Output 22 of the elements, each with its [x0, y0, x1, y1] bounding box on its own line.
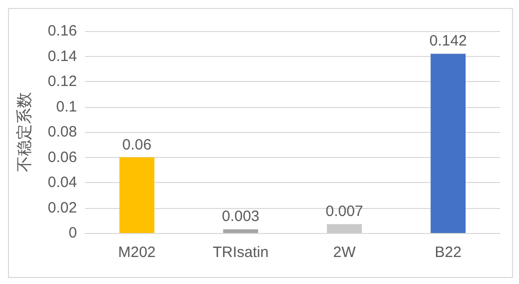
bar — [430, 54, 466, 233]
y-tick-label: 0.04 — [48, 174, 77, 191]
y-tick-label: 0.06 — [48, 148, 77, 166]
x-tick-label: B22 — [434, 244, 462, 261]
y-tick-label: 0.16 — [48, 22, 77, 40]
bar — [223, 229, 258, 233]
y-tick-label: 0.14 — [48, 48, 77, 65]
y-tick-label: 0.02 — [48, 199, 77, 216]
data-label: 0.003 — [222, 208, 260, 226]
data-label: 0.007 — [326, 203, 364, 220]
x-tick-label: TRIsatin — [212, 244, 269, 261]
x-tick-label: 2W — [333, 244, 356, 261]
bar — [119, 157, 154, 233]
y-tick-label: 0.1 — [56, 98, 77, 116]
data-label: 0.142 — [429, 32, 467, 50]
y-axis-title: 不稳定系数 — [16, 92, 34, 172]
bar — [326, 224, 362, 233]
y-tick-label: 0.08 — [48, 124, 77, 140]
y-tick-label: 0.12 — [48, 73, 77, 90]
data-label: 0.06 — [122, 136, 152, 154]
x-tick-label: M202 — [118, 244, 156, 261]
y-tick-label: 0 — [68, 224, 77, 242]
